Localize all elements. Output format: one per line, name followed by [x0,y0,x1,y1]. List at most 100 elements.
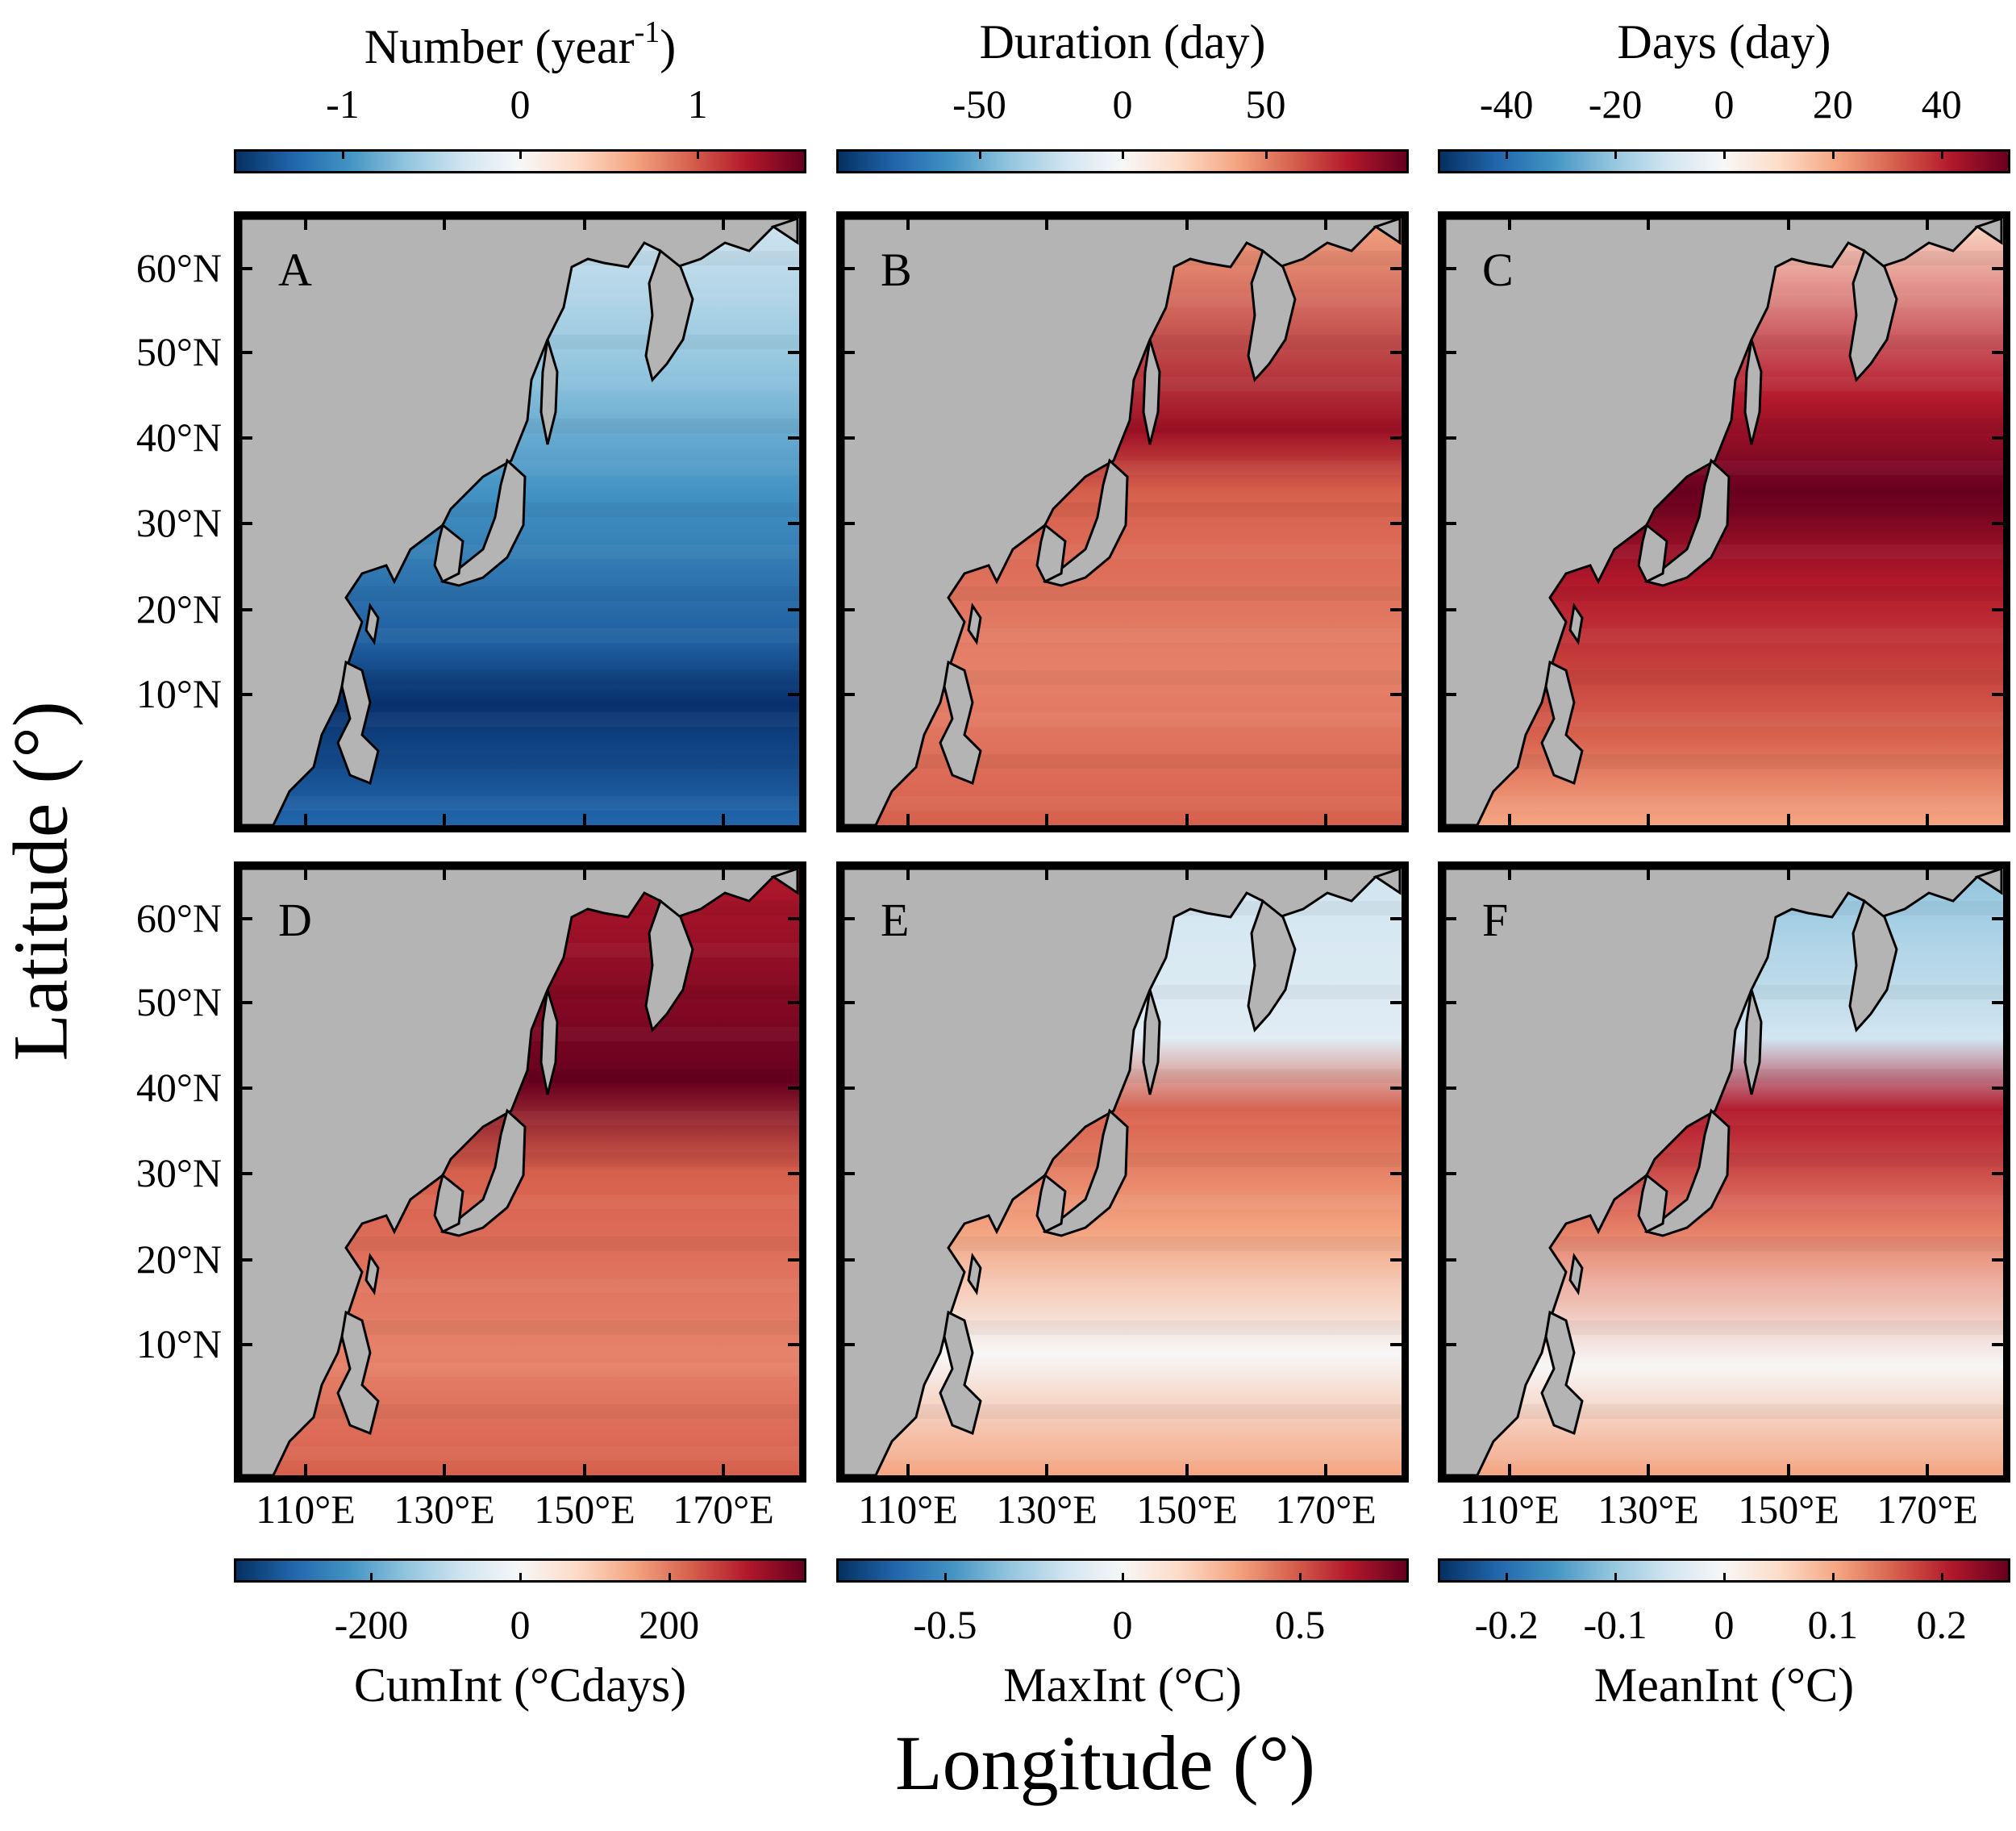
map-panel-c: C [1438,211,2010,832]
map-canvas [241,219,799,825]
field-streak [843,1320,1402,1335]
field-streak [241,586,799,601]
island-land [364,1253,380,1295]
longitude-tick-label: 150°E [534,1487,635,1532]
field-streak [843,796,1402,811]
latitude-tick-label: 40°N [135,1065,222,1110]
panel-letter: F [1482,894,1509,946]
colorbar-tick-label: -50 [952,81,1006,127]
latitude-tick-label: 60°N [135,245,222,290]
colorbar-tick-label: 0 [1714,1602,1735,1647]
field-streak [1445,1446,2003,1461]
island-land [433,523,464,584]
panel-letter: E [881,894,910,946]
colorbar-title: MaxInt (°C) [1003,1658,1242,1712]
colorbar-tick-label: -40 [1479,81,1534,127]
longitude-tick-label: 150°E [1136,1487,1238,1532]
latitude-tick-label: 20°N [135,586,222,632]
colorbar-tick [1264,152,1268,159]
field-streak [843,1404,1402,1419]
island-land [1540,1310,1584,1436]
field-streak [241,1404,799,1419]
colorbar-tick [519,152,522,159]
map-canvas [1445,869,2003,1475]
field-streak [241,1320,799,1335]
island-land [1568,603,1584,645]
island-land [539,339,559,445]
island-land [1540,660,1584,786]
field-streak [241,754,799,769]
island-land [1372,869,1402,895]
panel-letter: B [881,244,912,296]
colorbar-title: Number (year-1) [364,15,677,73]
longitude-tick-label: 130°E [1597,1487,1699,1532]
island-land [967,603,982,645]
island-land [1035,1173,1067,1234]
latitude-tick-label: 10°N [135,1321,222,1366]
field-streak [843,1237,1402,1251]
colorbar-tick-label: 40 [1921,81,1962,127]
colorbar-tick [668,1573,671,1580]
longitude-tick-label: 110°E [256,1487,356,1532]
colorbar-tick-label: 0.5 [1274,1602,1326,1647]
field-streak [1445,754,2003,769]
island-land [939,660,982,786]
island-land [336,1310,380,1436]
island-land [1042,1108,1129,1237]
map-canvas [1445,219,2003,825]
field-streak [241,796,799,811]
continent-land [1445,869,2003,1475]
colorbar-tick-label: 1 [687,81,708,127]
colorbar-tick-label: 0 [1112,81,1133,127]
map-canvas [843,219,1402,825]
field-streak [241,712,799,727]
longitude-tick-label: 150°E [1738,1487,1839,1532]
field-streak [843,1278,1402,1293]
latitude-tick-label: 40°N [135,415,222,460]
field-streak [1445,670,2003,685]
field-streak [843,1362,1402,1377]
colorbar-tick [1299,1573,1302,1580]
field-streak [843,670,1402,685]
continent-land [843,219,1402,825]
colorbar-tick-label: 0.2 [1916,1602,1968,1647]
map-panel-a: A [234,211,806,832]
colorbar-title: Duration (day) [979,15,1266,69]
colorbar-tick [1506,152,1509,159]
island-land [1848,248,1898,383]
continent-land [241,869,799,1475]
island-land [1637,523,1668,584]
colorbar-tick [1506,1573,1509,1580]
latitude-tick-label: 30°N [135,1150,222,1195]
continent-land [241,219,799,825]
longitude-tick-label: 170°E [1275,1487,1377,1532]
field-streak [241,1237,799,1251]
colorbar-tick-label: -200 [334,1602,409,1647]
colorbar-tick [341,152,344,159]
field-streak [843,712,1402,727]
island-land [364,603,380,645]
colorbar-title: CumInt (°Cdays) [353,1658,687,1712]
field-streak [1445,1278,2003,1293]
island-land [1743,339,1763,445]
colorbar-tick-label: 0 [510,1602,531,1647]
island-land [1142,989,1161,1095]
island-land [1372,219,1402,245]
island-land [1035,523,1067,584]
field-streak [843,1446,1402,1461]
colorbar-tick [697,152,700,159]
field-streak [241,1446,799,1461]
colorbar-tick [978,152,981,159]
colorbar-tick [943,1573,947,1580]
island-land [644,248,694,383]
colorbar-tick [519,1573,522,1580]
colorbar-tick-label: 0.1 [1807,1602,1859,1647]
colorbar-tick [1940,1573,1943,1580]
island-land [1848,899,1898,1033]
map-panel-d: D [234,861,806,1483]
island-land [539,989,559,1095]
field-streak [1445,712,2003,727]
colorbar-tick [1831,1573,1835,1580]
island-land [439,458,527,587]
field-streak [1445,628,2003,643]
